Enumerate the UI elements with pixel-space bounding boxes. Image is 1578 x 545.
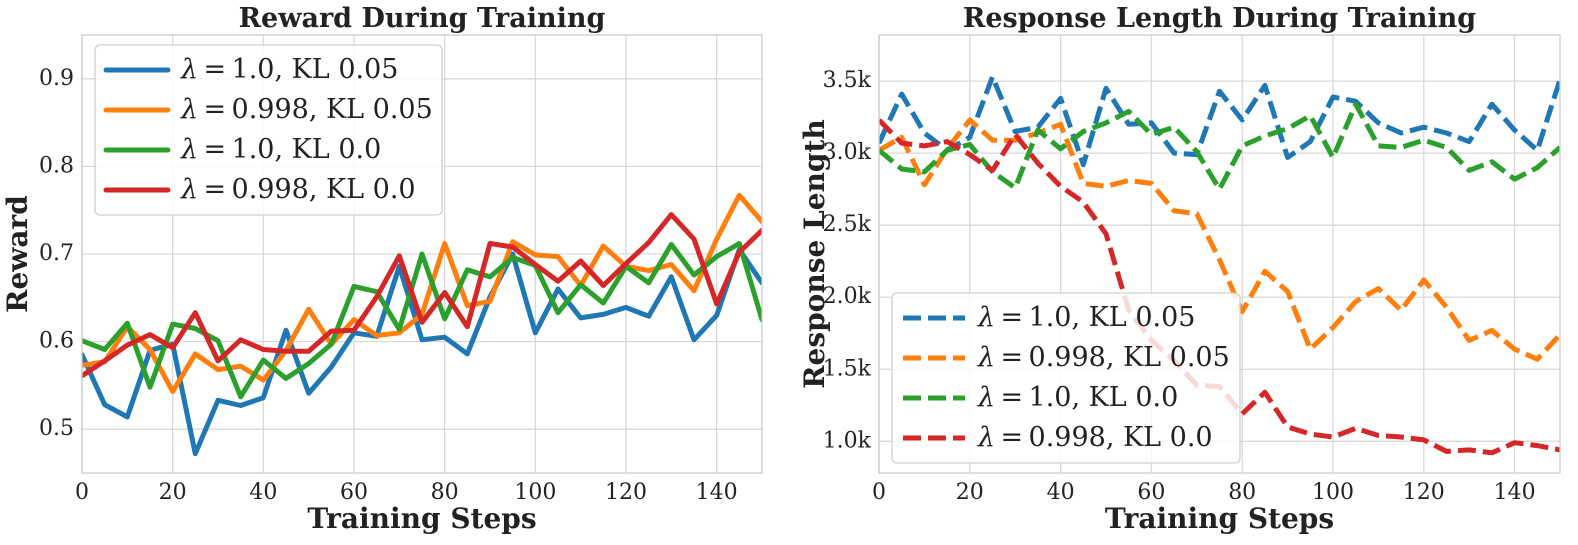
reward-legend-label-0: λ = 1.0, KL 0.05 [180,54,398,85]
reward-x-tick-label: 0 [75,480,89,505]
reward-series-line-2 [82,241,762,400]
length-plot-frame [878,34,1561,474]
length-x-tick-label: 20 [956,480,984,505]
length-x-tick-label: 100 [1312,480,1354,505]
reward-x-tick-label: 100 [514,480,556,505]
length-y-tick-label: 1.5k [823,356,872,381]
reward-x-tick-label: 60 [340,480,368,505]
reward-x-tick-label: 20 [159,480,187,505]
reward-y-tick-label: 0.5 [39,416,74,441]
length-series-line-1 [879,117,1560,362]
reward-plot-frame [81,34,763,474]
length-x-axis-label: Training Steps [1105,502,1334,535]
length-x-tick-label: 60 [1137,480,1165,505]
length-x-tick-label: 40 [1047,480,1075,505]
reward-y-tick-label: 0.8 [39,153,74,178]
reward-chart-panel: 0 20 40 60 80 100 120 140 0.5 0.6 0.7 0.8 0.9 Reward … [1,3,763,535]
length-y-tick-label: 3.0k [823,140,872,165]
length-series-line-2 [879,101,1560,192]
length-y-axis-label: Response Length [798,119,831,389]
reward-legend: λ = 1.0, KL 0.05 λ = 0.998, KL 0.05 λ = 1.… [94,44,443,216]
length-x-tick-label: 140 [1494,480,1536,505]
reward-x-tick-label: 80 [431,480,459,505]
reward-y-axis-label: Reward [1,195,34,313]
length-y-tick-label: 2.5k [823,212,872,237]
length-series-line-0 [879,74,1560,168]
reward-legend-label-1: λ = 0.998, KL 0.05 [180,94,433,125]
reward-legend-box [94,44,443,216]
length-chart-title: Response Length During Training [963,3,1476,34]
length-x-tick-label: 120 [1403,480,1445,505]
reward-y-tick-label: 0.6 [39,329,74,354]
reward-x-tick-label: 40 [249,480,277,505]
reward-series-line-0 [82,247,762,457]
response-length-chart-panel: 0 20 40 60 80 100 120 140 1.0k 1.5k 2.0k 2.5k 3.0k 3.… [798,3,1561,535]
length-legend-box [891,292,1241,464]
reward-x-axis-label: Training Steps [307,502,536,535]
length-y-tick-label: 2.0k [823,284,872,309]
reward-legend-label-2: λ = 1.0, KL 0.0 [180,134,381,165]
length-y-tick-label: 1.0k [823,428,872,453]
reward-x-tick-label: 120 [605,480,647,505]
reward-x-tick-label: 140 [696,480,738,505]
length-legend-label-1: λ = 0.998, KL 0.05 [977,342,1230,373]
length-x-tick-label: 0 [872,480,886,505]
reward-y-tick-label: 0.9 [39,66,74,91]
reward-legend-label-3: λ = 0.998, KL 0.0 [180,174,416,205]
length-x-tick-label: 80 [1228,480,1256,505]
reward-y-tick-label: 0.7 [39,241,74,266]
length-y-tick-label: 3.5k [823,68,872,93]
length-legend-label-0: λ = 1.0, KL 0.05 [977,302,1195,333]
length-legend: λ = 1.0, KL 0.05 λ = 0.998, KL 0.05 λ = 1.… [891,292,1241,464]
reward-series-line-1 [82,192,762,394]
length-legend-label-2: λ = 1.0, KL 0.0 [977,382,1178,413]
reward-chart-title: Reward During Training [239,3,606,34]
reward-series-line-3 [82,212,762,379]
length-legend-label-3: λ = 0.998, KL 0.0 [977,422,1213,453]
